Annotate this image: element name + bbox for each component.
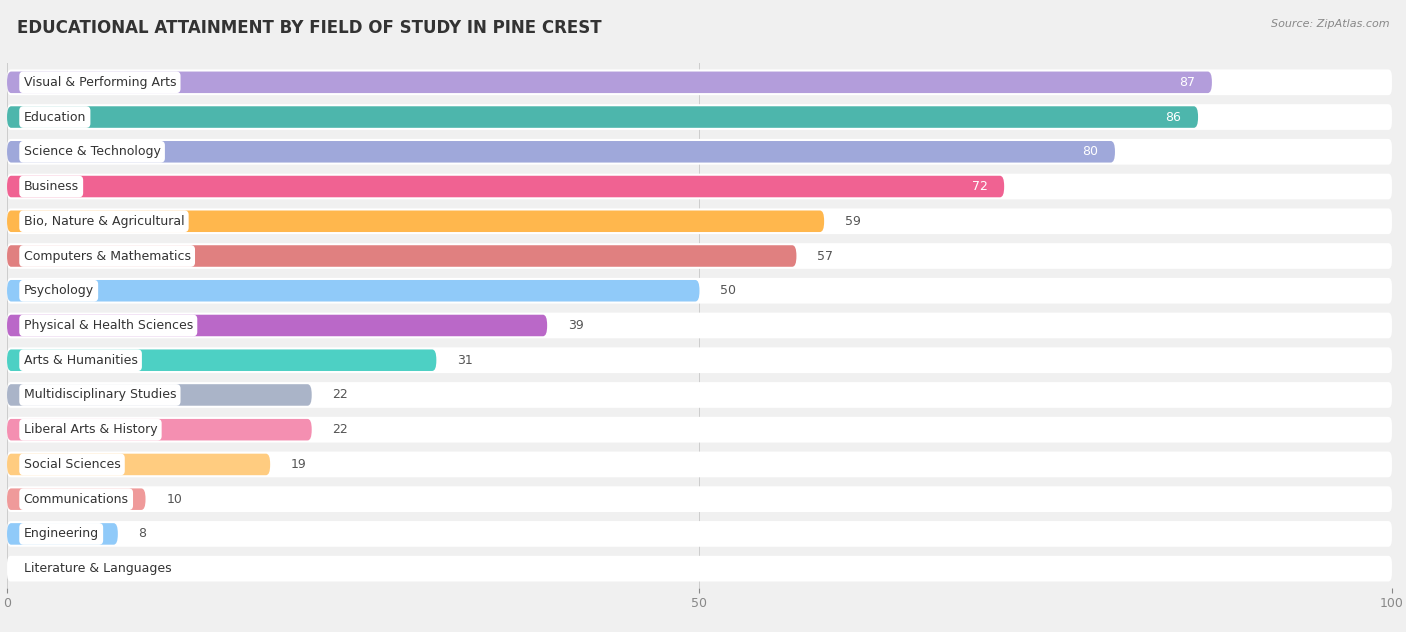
FancyBboxPatch shape bbox=[7, 210, 824, 232]
Text: Engineering: Engineering bbox=[24, 528, 98, 540]
FancyBboxPatch shape bbox=[7, 280, 700, 301]
Text: Communications: Communications bbox=[24, 493, 128, 506]
Text: 87: 87 bbox=[1180, 76, 1195, 89]
FancyBboxPatch shape bbox=[7, 521, 1392, 547]
Text: 22: 22 bbox=[332, 423, 349, 436]
Text: 72: 72 bbox=[972, 180, 987, 193]
FancyBboxPatch shape bbox=[7, 454, 270, 475]
Text: 50: 50 bbox=[720, 284, 737, 297]
FancyBboxPatch shape bbox=[7, 245, 796, 267]
Text: 86: 86 bbox=[1166, 111, 1181, 123]
Text: Arts & Humanities: Arts & Humanities bbox=[24, 354, 138, 367]
Text: Education: Education bbox=[24, 111, 86, 123]
Text: 22: 22 bbox=[332, 389, 349, 401]
FancyBboxPatch shape bbox=[7, 176, 1004, 197]
FancyBboxPatch shape bbox=[7, 349, 436, 371]
Text: 10: 10 bbox=[166, 493, 183, 506]
FancyBboxPatch shape bbox=[7, 174, 1392, 199]
Text: Source: ZipAtlas.com: Source: ZipAtlas.com bbox=[1271, 19, 1389, 29]
Text: Bio, Nature & Agricultural: Bio, Nature & Agricultural bbox=[24, 215, 184, 228]
FancyBboxPatch shape bbox=[7, 141, 1115, 162]
FancyBboxPatch shape bbox=[7, 382, 1392, 408]
Text: Science & Technology: Science & Technology bbox=[24, 145, 160, 158]
Text: Literature & Languages: Literature & Languages bbox=[24, 562, 172, 575]
FancyBboxPatch shape bbox=[7, 313, 1392, 338]
Text: 39: 39 bbox=[568, 319, 583, 332]
FancyBboxPatch shape bbox=[7, 106, 1198, 128]
FancyBboxPatch shape bbox=[7, 104, 1392, 130]
FancyBboxPatch shape bbox=[7, 419, 312, 441]
FancyBboxPatch shape bbox=[7, 452, 1392, 477]
Text: 59: 59 bbox=[845, 215, 860, 228]
FancyBboxPatch shape bbox=[7, 348, 1392, 373]
Text: 80: 80 bbox=[1083, 145, 1098, 158]
Text: 0: 0 bbox=[28, 562, 35, 575]
Text: 31: 31 bbox=[457, 354, 472, 367]
FancyBboxPatch shape bbox=[7, 417, 1392, 442]
FancyBboxPatch shape bbox=[7, 556, 1392, 581]
FancyBboxPatch shape bbox=[7, 70, 1392, 95]
FancyBboxPatch shape bbox=[7, 278, 1392, 303]
Text: Liberal Arts & History: Liberal Arts & History bbox=[24, 423, 157, 436]
FancyBboxPatch shape bbox=[7, 523, 118, 545]
Text: Multidisciplinary Studies: Multidisciplinary Studies bbox=[24, 389, 176, 401]
Text: 19: 19 bbox=[291, 458, 307, 471]
Text: Visual & Performing Arts: Visual & Performing Arts bbox=[24, 76, 176, 89]
FancyBboxPatch shape bbox=[7, 243, 1392, 269]
FancyBboxPatch shape bbox=[7, 139, 1392, 165]
FancyBboxPatch shape bbox=[7, 489, 146, 510]
Text: Computers & Mathematics: Computers & Mathematics bbox=[24, 250, 191, 262]
FancyBboxPatch shape bbox=[7, 315, 547, 336]
Text: Business: Business bbox=[24, 180, 79, 193]
FancyBboxPatch shape bbox=[7, 384, 312, 406]
Text: Psychology: Psychology bbox=[24, 284, 94, 297]
Text: Social Sciences: Social Sciences bbox=[24, 458, 121, 471]
Text: EDUCATIONAL ATTAINMENT BY FIELD OF STUDY IN PINE CREST: EDUCATIONAL ATTAINMENT BY FIELD OF STUDY… bbox=[17, 19, 602, 37]
Text: Physical & Health Sciences: Physical & Health Sciences bbox=[24, 319, 193, 332]
FancyBboxPatch shape bbox=[7, 209, 1392, 234]
FancyBboxPatch shape bbox=[7, 71, 1212, 93]
Text: 8: 8 bbox=[139, 528, 146, 540]
FancyBboxPatch shape bbox=[7, 486, 1392, 512]
Text: 57: 57 bbox=[817, 250, 834, 262]
